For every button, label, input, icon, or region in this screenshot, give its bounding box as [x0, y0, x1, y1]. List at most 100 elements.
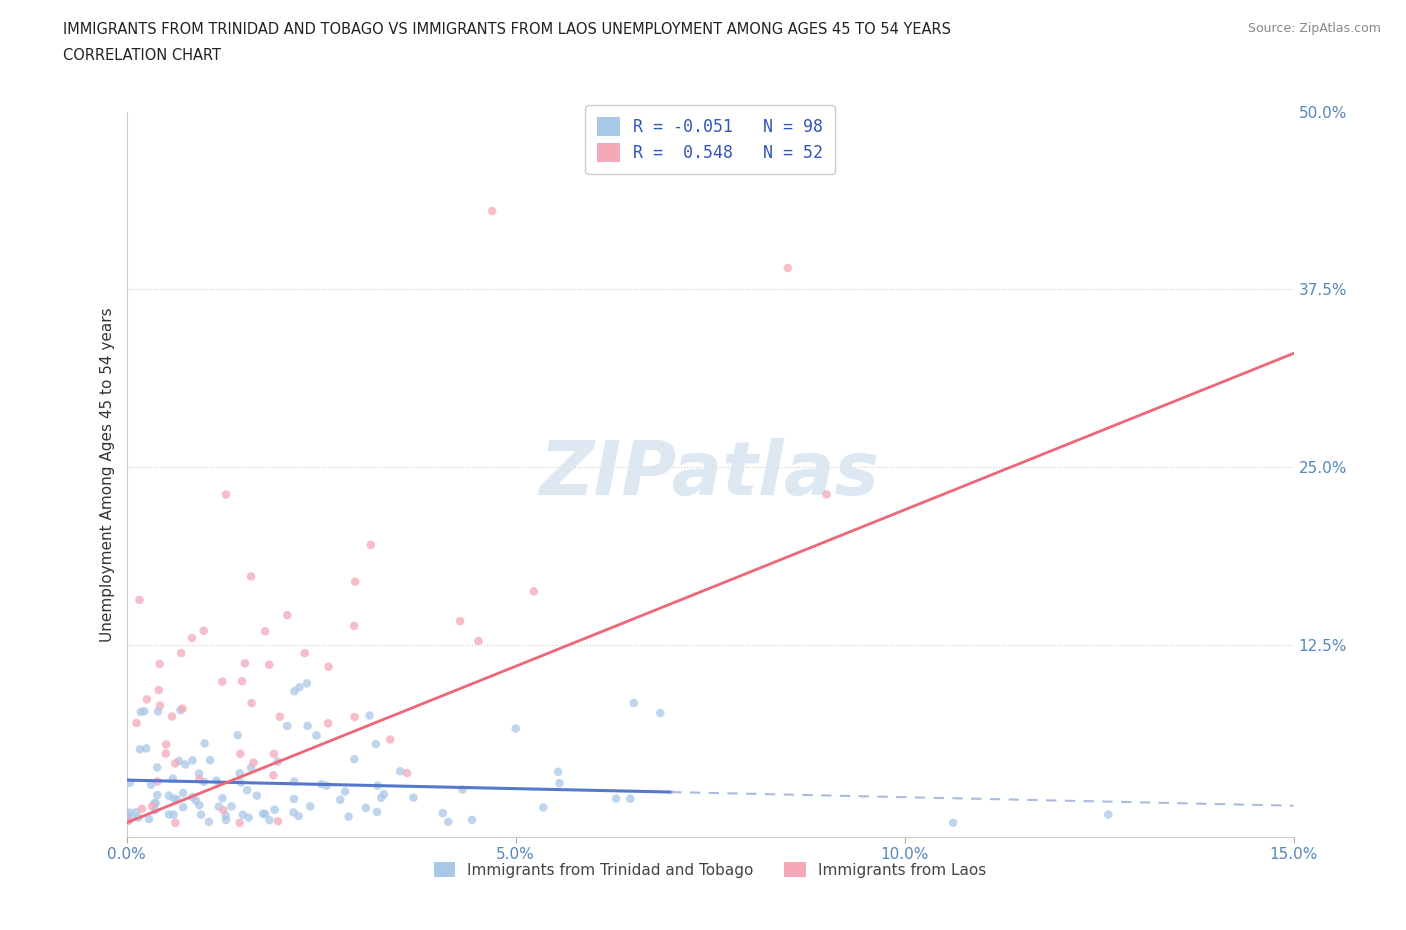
Y-axis label: Unemployment Among Ages 45 to 54 years: Unemployment Among Ages 45 to 54 years — [100, 307, 115, 642]
Point — [163, 791, 186, 806]
Point — [229, 766, 252, 781]
Point — [194, 736, 217, 751]
Point — [240, 569, 263, 584]
Point — [136, 692, 159, 707]
Point — [184, 793, 207, 808]
Point — [263, 803, 285, 817]
Point — [229, 816, 252, 830]
Point — [181, 631, 204, 645]
Point — [259, 813, 281, 828]
Point — [343, 618, 366, 633]
Point — [246, 789, 269, 804]
Point — [174, 757, 197, 772]
Text: Source: ZipAtlas.com: Source: ZipAtlas.com — [1247, 22, 1381, 35]
Point — [149, 657, 172, 671]
Point — [172, 701, 194, 716]
Point — [267, 754, 290, 769]
Point — [295, 676, 318, 691]
Point — [276, 608, 298, 623]
Point — [236, 783, 259, 798]
Point — [163, 807, 186, 822]
Point — [162, 771, 184, 786]
Point — [283, 791, 305, 806]
Point — [232, 807, 254, 822]
Point — [259, 658, 281, 672]
Point — [370, 790, 392, 805]
Point — [380, 732, 402, 747]
Point — [155, 746, 177, 761]
Point — [288, 680, 311, 695]
Point — [269, 710, 291, 724]
Point — [127, 810, 149, 825]
Point — [242, 755, 264, 770]
Point — [190, 807, 212, 822]
Point — [451, 782, 474, 797]
Point — [198, 815, 221, 830]
Point — [505, 721, 527, 736]
Point — [316, 716, 339, 731]
Point — [139, 777, 162, 792]
Point — [226, 727, 249, 742]
Point — [373, 787, 395, 802]
Legend: Immigrants from Trinidad and Tobago, Immigrants from Laos: Immigrants from Trinidad and Tobago, Imm… — [427, 856, 993, 884]
Point — [149, 698, 172, 713]
Point — [252, 806, 274, 821]
Point — [128, 742, 150, 757]
Point — [143, 803, 166, 817]
Point — [157, 807, 180, 822]
Point — [231, 674, 253, 689]
Point — [299, 799, 322, 814]
Point — [481, 204, 503, 219]
Point — [283, 774, 305, 789]
Point — [212, 803, 235, 817]
Point — [157, 789, 180, 804]
Point — [188, 772, 211, 787]
Point — [198, 752, 221, 767]
Point — [315, 778, 337, 793]
Point — [623, 696, 645, 711]
Point — [229, 775, 252, 790]
Point — [141, 799, 163, 814]
Point — [287, 809, 309, 824]
Point — [143, 796, 166, 811]
Text: ZIPatlas: ZIPatlas — [540, 438, 880, 511]
Point — [942, 816, 965, 830]
Point — [211, 790, 233, 805]
Point — [167, 753, 190, 768]
Point — [318, 659, 340, 674]
Point — [605, 791, 627, 806]
Point — [181, 790, 204, 804]
Point — [145, 796, 167, 811]
Point — [354, 801, 377, 816]
Point — [160, 709, 183, 724]
Point — [333, 784, 356, 799]
Point — [166, 792, 188, 807]
Point — [343, 710, 366, 724]
Point — [211, 674, 233, 689]
Point — [297, 719, 319, 734]
Point — [135, 741, 157, 756]
Point — [263, 747, 285, 762]
Point — [233, 656, 256, 671]
Point — [437, 815, 460, 830]
Point — [205, 773, 228, 788]
Point — [402, 790, 425, 805]
Point — [262, 768, 284, 783]
Point — [337, 809, 360, 824]
Point — [396, 765, 419, 780]
Point — [311, 777, 333, 791]
Point — [146, 760, 169, 775]
Text: CORRELATION CHART: CORRELATION CHART — [63, 48, 221, 63]
Point — [118, 805, 141, 820]
Point — [449, 614, 471, 629]
Point — [366, 804, 388, 819]
Point — [267, 814, 290, 829]
Point — [125, 804, 148, 819]
Point — [193, 623, 215, 638]
Point — [240, 696, 263, 711]
Point — [138, 812, 160, 827]
Point — [548, 776, 571, 790]
Point — [148, 683, 170, 698]
Point — [221, 799, 243, 814]
Point — [118, 776, 141, 790]
